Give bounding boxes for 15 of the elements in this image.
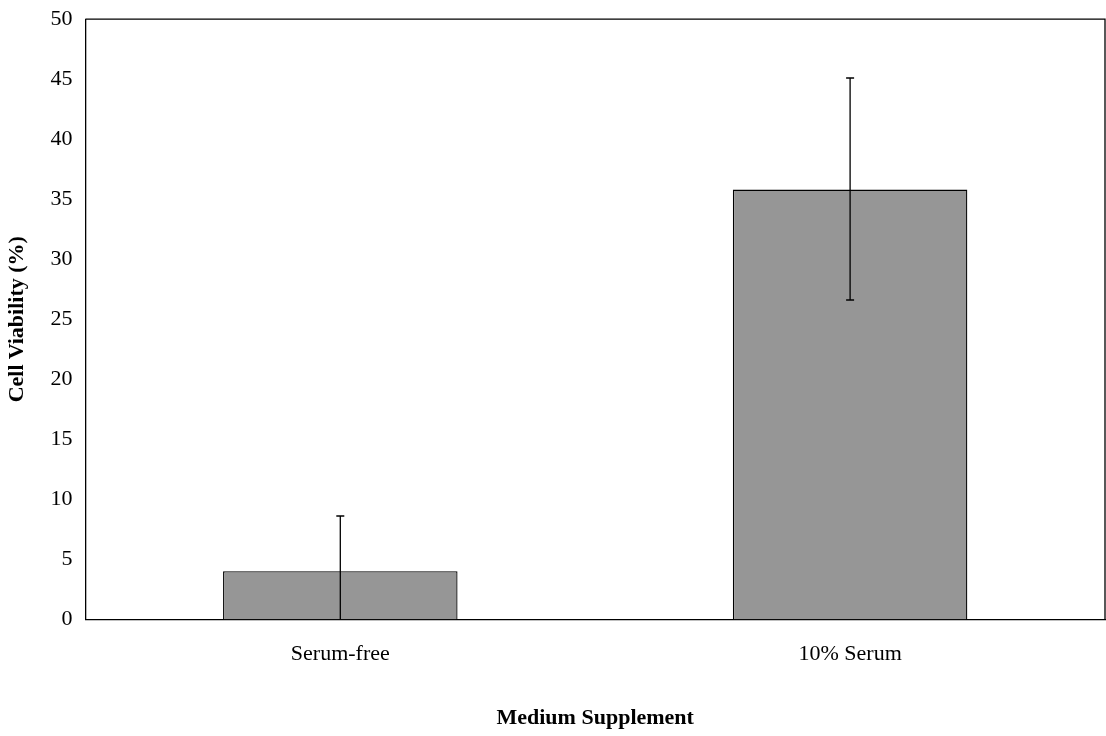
y-tick-label: 30 [50, 244, 73, 270]
y-tick-label: 35 [50, 184, 73, 210]
y-tick-label: 40 [50, 124, 73, 150]
y-tick-label: 50 [50, 4, 73, 30]
x-tick-label: Serum-free [290, 640, 390, 666]
x-axis-title: Medium Supplement [496, 704, 695, 730]
y-tick-label: 5 [61, 544, 73, 570]
y-tick-label: 0 [61, 604, 73, 630]
y-tick-label: 25 [50, 304, 73, 330]
x-tick-label: 10% Serum [798, 640, 902, 666]
y-tick-label: 45 [50, 64, 73, 90]
y-tick-label: 10 [50, 484, 73, 510]
y-tick-label: 20 [50, 364, 73, 390]
y-tick-label: 15 [50, 424, 73, 450]
y-axis-title: Cell Viability (%) [2, 236, 28, 403]
